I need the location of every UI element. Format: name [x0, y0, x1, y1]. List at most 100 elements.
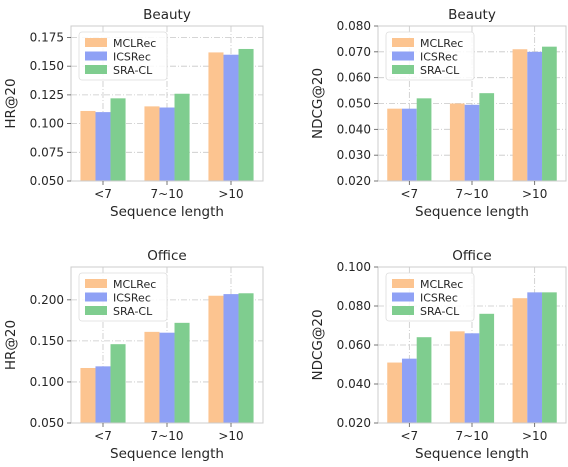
x-tick-label: 7~10	[456, 429, 489, 443]
y-axis-label: HR@20	[3, 320, 19, 370]
legend-label-mclrec: MCLRec	[420, 278, 463, 291]
bar-mclrec-3	[512, 49, 528, 181]
x-tick-label: >10	[218, 187, 243, 201]
chart-panel-4: 0.020 0.040 0.060 0.080 0.100 <7 7~10 >10 Office…	[310, 248, 567, 462]
chart-title: Beauty	[448, 7, 496, 23]
bar-icsrec-1	[95, 366, 111, 423]
legend-swatch-icsrec	[392, 292, 414, 302]
y-tick-label: 0.100	[30, 117, 64, 131]
y-tick-label: 0.030	[337, 148, 371, 162]
y-tick-label: 0.060	[337, 338, 371, 352]
legend-label-icsrec: ICSRec	[113, 292, 151, 305]
x-axis-label: Sequence length	[110, 446, 224, 462]
legend-swatch-mclrec	[85, 38, 107, 47]
bar-mclrec-3	[208, 52, 224, 181]
bar-sra-cl-3	[542, 292, 557, 423]
bar-mclrec-1	[80, 110, 96, 181]
legend-label-sra-cl: SRA-CL	[420, 305, 460, 318]
y-axis-label: NDCG@20	[310, 68, 326, 139]
legend-label-mclrec: MCLRec	[113, 37, 156, 50]
x-axis-label: Sequence length	[415, 446, 529, 462]
legend-swatch-sra-cl	[85, 65, 107, 74]
y-tick-label: 0.100	[30, 375, 64, 389]
y-tick-label: 0.150	[30, 334, 64, 348]
x-tick-label: 7~10	[456, 187, 489, 201]
y-tick-label: 0.040	[337, 377, 371, 391]
legend-swatch-icsrec	[85, 292, 107, 302]
bar-icsrec-2	[464, 104, 480, 181]
bar-icsrec-3	[527, 292, 543, 423]
bar-mclrec-2	[144, 331, 160, 423]
bar-icsrec-1	[401, 358, 417, 423]
x-axis-label: Sequence length	[110, 204, 224, 220]
bar-sra-cl-2	[174, 322, 190, 423]
bar-sra-cl-1	[110, 344, 126, 423]
x-tick-label: >10	[522, 187, 547, 201]
legend-swatch-sra-cl	[392, 65, 414, 74]
bar-sra-cl-3	[238, 293, 254, 423]
legend-swatch-icsrec	[85, 51, 107, 61]
bar-mclrec-1	[387, 108, 402, 181]
bar-mclrec-2	[144, 106, 160, 181]
bar-sra-cl-3	[542, 46, 557, 181]
x-tick-label: <7	[94, 429, 112, 443]
bar-sra-cl-1	[416, 337, 432, 423]
y-tick-label: 0.080	[337, 19, 371, 33]
bar-sra-cl-2	[479, 93, 495, 181]
bar-icsrec-2	[464, 333, 480, 423]
y-tick-label: 0.075	[30, 145, 64, 159]
y-tick-label: 0.200	[30, 293, 64, 307]
x-tick-label: >10	[218, 429, 243, 443]
bar-mclrec-1	[80, 367, 96, 423]
legend-swatch-mclrec	[85, 279, 107, 288]
chart-panel-2: 0.020 0.030 0.040 0.050 0.060 0.070 0.080 <7 7~1…	[310, 7, 567, 220]
legend-swatch-sra-cl	[392, 306, 414, 315]
bar-icsrec-1	[401, 108, 417, 181]
legend-swatch-mclrec	[392, 279, 414, 288]
x-tick-label: >10	[522, 429, 547, 443]
y-axis-label: HR@20	[3, 78, 19, 128]
legend-label-sra-cl: SRA-CL	[113, 64, 153, 77]
x-tick-label: 7~10	[151, 429, 184, 443]
legend-swatch-sra-cl	[85, 306, 107, 315]
legend-label-icsrec: ICSRec	[420, 51, 458, 64]
x-tick-label: <7	[400, 429, 418, 443]
chart-panel-1: 0.050 0.075 0.100 0.125 0.150 0.175 <7 7~10 >10 B…	[3, 7, 264, 220]
bar-mclrec-3	[512, 298, 528, 423]
y-tick-label: 0.080	[337, 299, 371, 313]
legend-label-sra-cl: SRA-CL	[113, 305, 153, 318]
bar-mclrec-1	[387, 362, 402, 423]
bar-sra-cl-2	[479, 313, 495, 423]
y-tick-label: 0.060	[337, 71, 371, 85]
chart-panel-3: 0.050 0.100 0.150 0.200 <7 7~10 >10 Office Seque…	[3, 248, 264, 462]
bar-icsrec-1	[95, 112, 111, 181]
bar-sra-cl-1	[416, 98, 432, 181]
bar-sra-cl-2	[174, 93, 190, 181]
x-tick-label: <7	[94, 187, 112, 201]
bar-mclrec-3	[208, 295, 224, 423]
bar-sra-cl-3	[238, 48, 254, 181]
y-tick-label: 0.040	[337, 122, 371, 136]
y-tick-label: 0.020	[337, 174, 371, 188]
y-tick-label: 0.070	[337, 45, 371, 59]
legend-swatch-icsrec	[392, 51, 414, 61]
y-tick-label: 0.150	[30, 59, 64, 73]
legend-label-mclrec: MCLRec	[420, 37, 463, 50]
chart-title: Beauty	[143, 7, 191, 23]
legend-label-icsrec: ICSRec	[420, 292, 458, 305]
bar-sra-cl-1	[110, 98, 126, 181]
bar-icsrec-3	[527, 51, 543, 182]
y-axis-label: NDCG@20	[310, 309, 326, 380]
legend-label-icsrec: ICSRec	[113, 51, 151, 64]
chart-title: Office	[452, 248, 491, 264]
bar-icsrec-2	[159, 107, 175, 181]
bar-mclrec-2	[449, 103, 465, 181]
y-tick-label: 0.100	[337, 260, 371, 274]
bar-icsrec-3	[223, 54, 239, 181]
y-tick-label: 0.125	[30, 88, 64, 102]
y-tick-label: 0.050	[30, 174, 64, 188]
